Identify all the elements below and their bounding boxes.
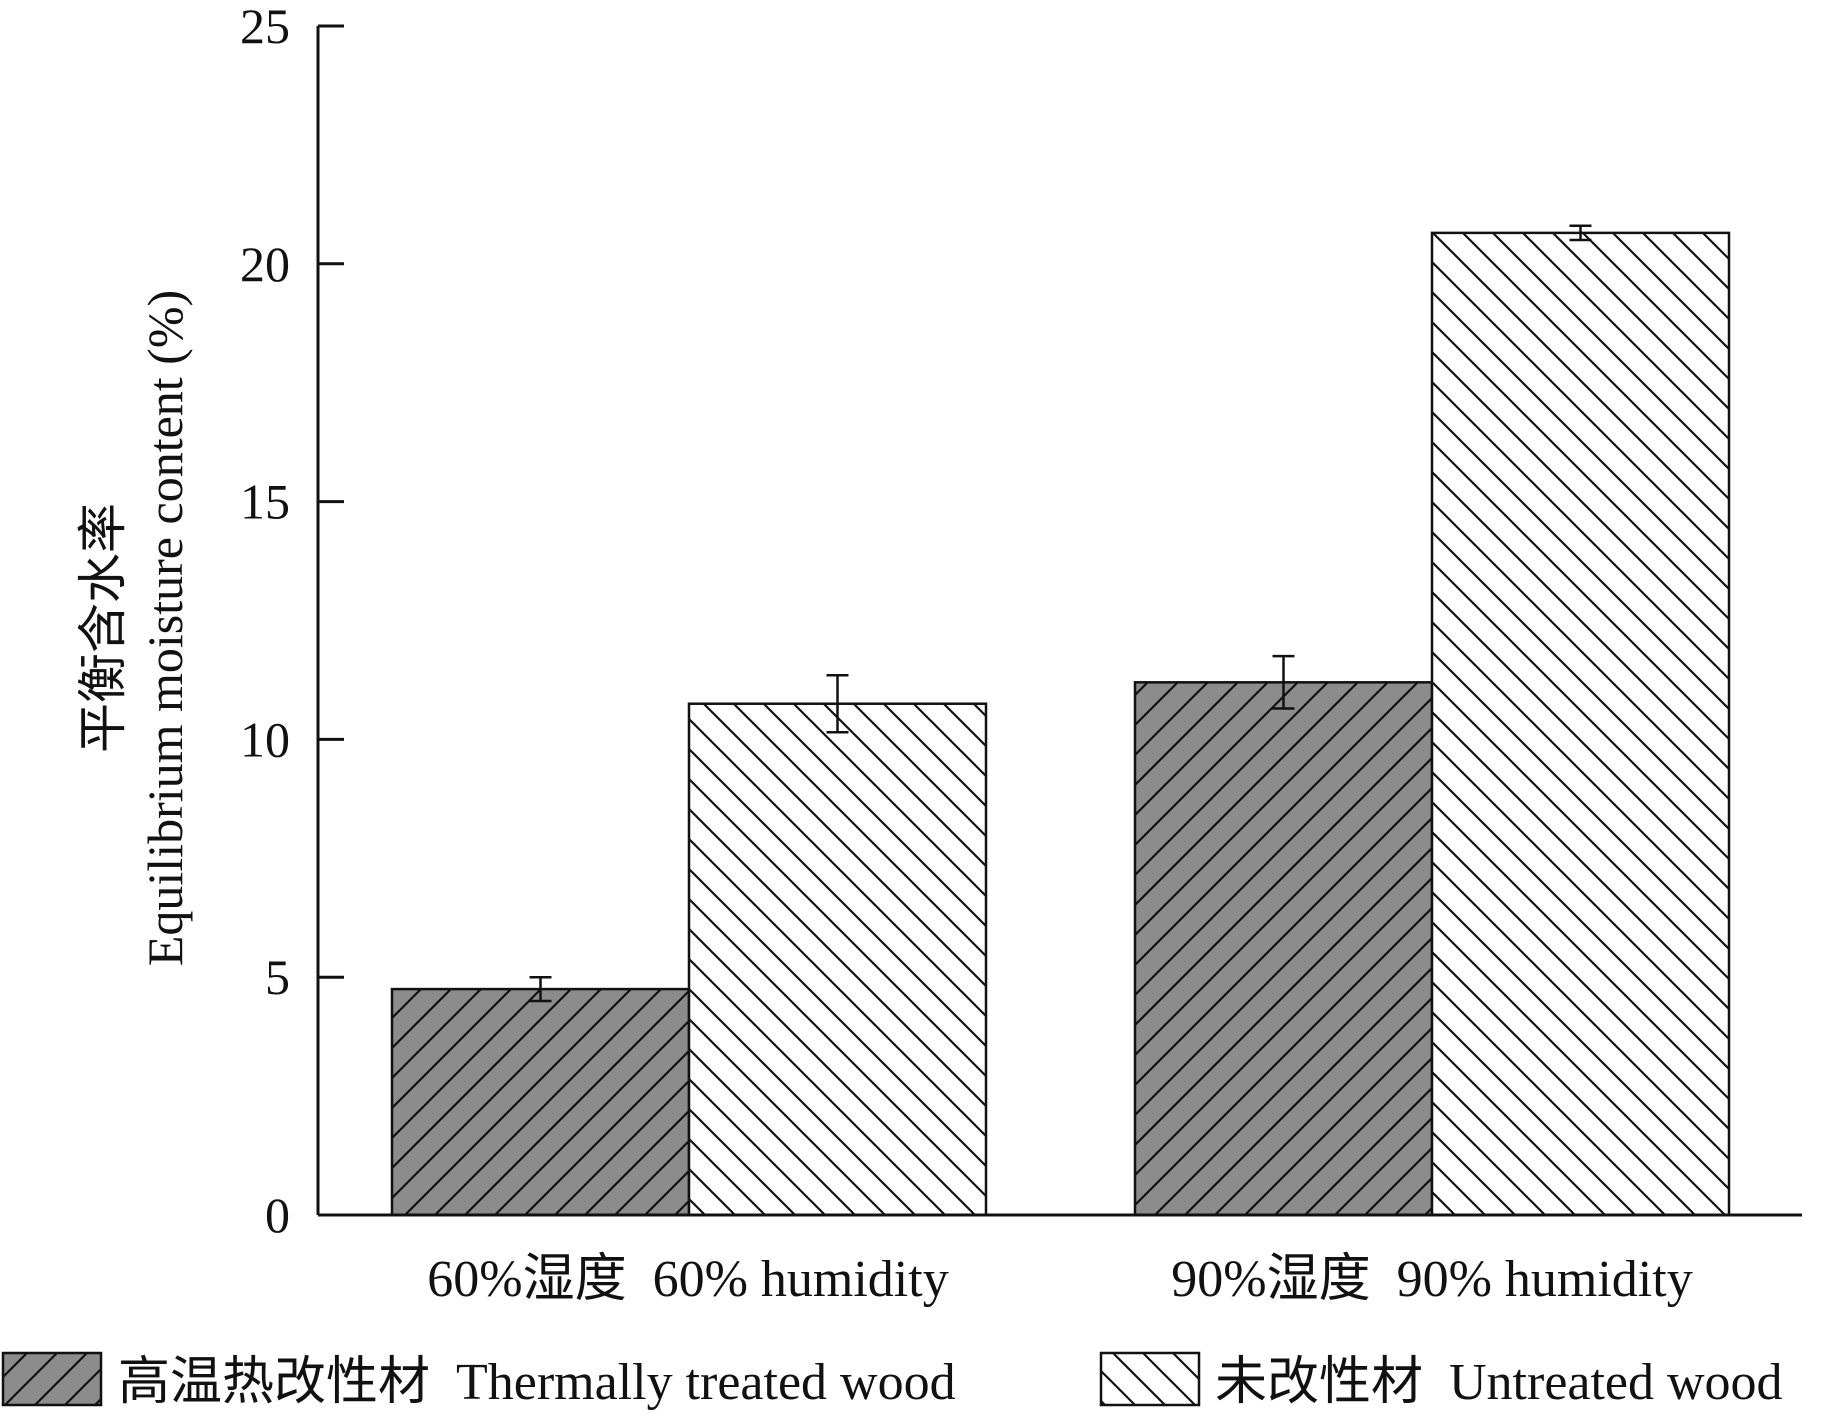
bar-s1-c1	[1430, 231, 1731, 1217]
y-tick-label-20: 20	[240, 236, 290, 292]
y-tick-label-15: 15	[240, 474, 290, 530]
bars-layer	[390, 224, 1731, 1217]
legend-label-thermally-treated: 高温热改性材 Thermally treated wood	[118, 1354, 956, 1411]
legend-label-untreated: 未改性材 Untreated wood	[1215, 1354, 1783, 1411]
y-axis-title: 平衡含水率 Equilibrium moisture content (%)	[75, 290, 193, 966]
y-axis-title-en: Equilibrium moisture content (%)	[137, 290, 193, 966]
y-tick-label-5: 5	[265, 949, 290, 1005]
legend-swatch-thermally-treated	[1, 1351, 103, 1407]
y-axis-title-cn: 平衡含水率	[75, 503, 131, 753]
y-tick-label-10: 10	[240, 711, 290, 767]
y-tick-label-0: 0	[265, 1187, 290, 1243]
bar-s0-c1	[1133, 681, 1434, 1217]
y-tick-label-25: 25	[240, 0, 290, 54]
bar-s0-c0	[390, 987, 691, 1217]
y-axis-ticks: 0 5 10 15 20 25	[240, 0, 344, 1243]
legend-swatch-untreated	[1099, 1351, 1201, 1407]
category-label-90: 90%湿度 90% humidity	[1171, 1251, 1692, 1308]
legend: 高温热改性材 Thermally treated wood 未改性材 Untre…	[1, 1351, 1783, 1411]
bar-s1-c0	[687, 702, 988, 1217]
category-label-60: 60%湿度 60% humidity	[427, 1251, 948, 1308]
